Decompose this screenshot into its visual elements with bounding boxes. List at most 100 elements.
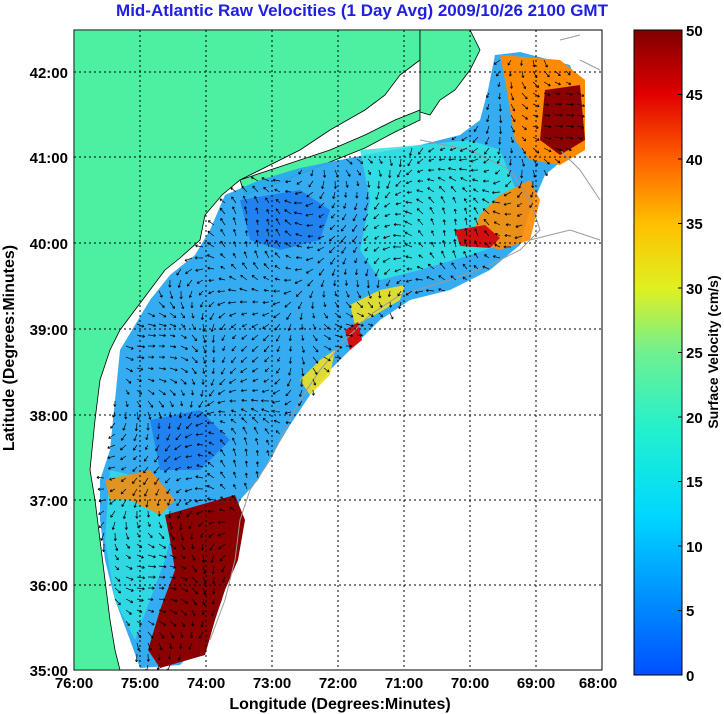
velocity-arrow [333,180,337,189]
velocity-arrow [459,147,468,152]
velocity-arrow [373,246,380,252]
velocity-arrow [210,323,215,332]
velocity-arrow [309,290,314,299]
velocity-arrow [342,257,347,265]
velocity-arrow [364,246,369,252]
velocity-arrow [200,620,204,628]
velocity-arrow [210,609,215,617]
velocity-arrow [147,631,154,639]
velocity-arrow [352,213,358,222]
velocity-arrow [164,466,171,473]
velocity-arrow [114,554,119,561]
velocity-arrow [240,389,248,393]
velocity-arrow [266,209,270,215]
velocity-arrow [230,356,237,364]
velocity-arrow [229,378,237,384]
velocity-arrow [317,246,325,252]
velocity-arrow [318,268,325,276]
velocity-arrow [202,367,206,374]
velocity-arrow [554,158,561,164]
velocity-arrow [284,278,292,282]
velocity-arrow [180,367,188,373]
velocity-arrow [504,234,512,238]
velocity-arrow [301,367,305,377]
velocity-arrow [386,180,391,189]
velocity-arrow [297,301,303,310]
velocity-arrow [195,268,204,272]
velocity-arrow [220,217,226,226]
velocity-arrow [230,409,237,413]
velocity-arrow [405,279,413,283]
velocity-arrow [217,389,226,395]
velocity-arrow [147,543,155,549]
velocity-arrow [195,475,204,479]
velocity-arrow [417,169,424,173]
velocity-arrow [201,378,205,385]
velocity-arrow [462,276,468,281]
colorbar-tick: 0 [686,668,694,685]
velocity-arrow [275,334,281,342]
velocity-arrow [180,301,185,310]
velocity-arrow [330,257,336,265]
velocity-arrow [98,510,105,515]
velocity-arrow [191,367,197,375]
velocity-arrow [452,250,457,259]
velocity-arrow [353,202,358,211]
velocity-arrow [146,510,150,518]
velocity-arrow [255,438,259,446]
x-tick: 72:00 [319,675,357,692]
velocity-arrow [122,422,127,431]
velocity-arrow [242,426,248,435]
x-tick: 69:00 [517,675,555,692]
velocity-arrow [169,609,178,615]
velocity-arrow [244,448,248,457]
velocity-arrow [147,333,156,338]
velocity-arrow [230,187,237,193]
velocity-arrow [212,576,216,585]
velocity-arrow [196,442,204,447]
velocity-arrow [147,597,154,601]
velocity-arrow [113,400,117,407]
velocity-arrow [398,301,402,310]
velocity-arrow [328,235,336,242]
velocity-arrow [110,422,116,429]
velocity-arrow [343,202,347,209]
y-tick: 35:00 [30,663,68,680]
velocity-arrow [212,587,216,595]
velocity-arrow [408,147,413,156]
velocity-arrow [250,407,259,413]
velocity-arrow [275,228,281,237]
velocity-arrow [107,455,116,460]
velocity-arrow [191,620,195,627]
velocity-arrow [253,426,259,435]
velocity-arrow [232,448,237,457]
velocity-arrow [510,125,515,133]
velocity-arrow [198,400,204,408]
velocity-arrow [264,356,270,363]
velocity-arrow [136,411,140,420]
velocity-arrow [222,576,226,583]
velocity-arrow [318,213,325,218]
velocity-arrow [343,268,347,275]
velocity-arrow [177,422,182,430]
velocity-arrow [503,202,512,206]
velocity-arrow [240,378,248,383]
velocity-arrow [275,430,281,435]
velocity-arrow [356,301,364,308]
velocity-arrow [158,355,165,359]
velocity-arrow [307,279,314,287]
velocity-arrow [202,598,206,606]
velocity-arrow [378,169,382,177]
velocity-arrow [180,356,189,362]
velocity-arrow [252,367,259,373]
velocity-arrow [169,543,177,550]
velocity-arrow [208,431,215,435]
velocity-arrow [219,207,226,215]
velocity-arrow [146,653,150,662]
velocity-arrow [426,288,435,293]
velocity-arrow [158,323,167,328]
velocity-arrow [239,287,248,292]
velocity-arrow [180,378,187,385]
velocity-arrow [147,323,156,328]
